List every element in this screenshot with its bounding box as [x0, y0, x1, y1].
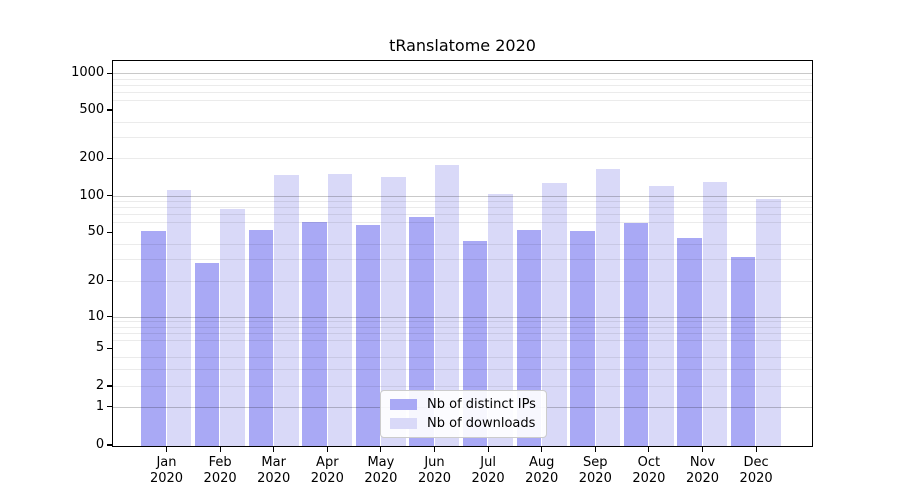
bar-distinct-ips-oct — [623, 223, 649, 446]
bar-distinct-ips-mar — [248, 230, 273, 446]
y-axis-tick-label: 10 — [87, 308, 105, 324]
y-axis-tick — [107, 280, 112, 282]
bar-downloads-dec — [756, 198, 781, 446]
gridline-minor — [113, 385, 812, 387]
gridline-major — [113, 73, 812, 75]
bar-downloads-sep — [595, 168, 621, 446]
legend: Nb of distinct IPs Nb of downloads — [380, 390, 547, 438]
y-axis-tick — [107, 316, 112, 318]
gridline-minor — [113, 280, 812, 282]
x-axis-tick-label: Mar 2020 — [257, 455, 291, 487]
bar-downloads-apr — [327, 173, 353, 446]
gridline-minor — [113, 321, 812, 323]
legend-label-downloads: Nb of downloads — [427, 416, 536, 431]
legend-swatch-distinct-ips-icon — [390, 399, 417, 410]
gridline-minor — [113, 369, 812, 371]
y-axis-tick-label: 500 — [79, 102, 105, 117]
x-axis-tick-label: Dec 2020 — [739, 455, 773, 487]
y-axis-tick-label: 20 — [87, 272, 105, 288]
gridline-minor — [113, 207, 812, 209]
gridline-minor — [113, 214, 812, 216]
y-axis-tick — [107, 109, 112, 111]
gridline-minor — [113, 100, 812, 102]
gridline-minor — [113, 259, 812, 261]
legend-swatch-downloads-icon — [390, 418, 417, 429]
y-axis-tick — [107, 195, 112, 197]
gridline-minor — [113, 91, 812, 93]
x-axis-tick-label: Jul 2020 — [471, 455, 505, 487]
gridline-minor — [113, 332, 812, 334]
bar-downloads-jan — [166, 190, 192, 446]
x-axis-tick-label: May 2020 — [364, 455, 398, 487]
x-axis-tick — [273, 447, 275, 453]
x-axis-tick — [433, 447, 436, 453]
x-axis-tick — [541, 447, 543, 453]
gridline-minor — [113, 339, 812, 341]
gridline-minor — [113, 326, 812, 328]
gridline-minor — [113, 78, 812, 80]
bar-distinct-ips-dec — [730, 257, 756, 446]
bar-downloads-feb — [220, 209, 245, 446]
x-axis-tick — [380, 447, 382, 453]
y-axis-tick-label: 200 — [79, 150, 105, 166]
x-axis-tick-label: Jun 2020 — [417, 455, 452, 487]
bar-distinct-ips-feb — [194, 262, 220, 446]
gridline-minor — [113, 158, 812, 160]
x-axis-tick — [487, 447, 489, 453]
y-axis-tick-label: 1 — [95, 398, 105, 414]
gridline-minor — [113, 243, 812, 245]
x-axis-tick — [701, 447, 704, 453]
bar-distinct-ips-jan — [141, 231, 166, 446]
gridline-minor — [113, 121, 812, 123]
y-axis-tick — [107, 385, 112, 387]
y-axis-tick-label: 1000 — [71, 65, 105, 81]
y-axis-tick-label: 2 — [95, 378, 105, 393]
bar-distinct-ips-nov — [677, 237, 702, 446]
bar-distinct-ips-may — [355, 225, 381, 446]
gridline-minor — [113, 201, 812, 203]
gridline-minor — [113, 357, 812, 359]
x-axis-tick-label: Feb 2020 — [203, 455, 237, 487]
x-axis-tick-label: Aug 2020 — [525, 455, 559, 487]
y-axis-tick-label: 0 — [95, 437, 105, 452]
y-axis-tick-label: 100 — [79, 187, 105, 203]
y-axis-tick-label: 5 — [95, 340, 105, 356]
gridline-minor — [113, 84, 812, 86]
x-axis-tick-label: Jan 2020 — [149, 455, 184, 487]
legend-item-downloads: Nb of downloads — [390, 416, 536, 431]
x-axis-tick — [648, 447, 650, 453]
gridline-major — [113, 195, 812, 197]
y-axis-tick-label: 50 — [87, 224, 105, 240]
x-axis-tick — [326, 447, 328, 453]
x-axis-tick — [219, 447, 221, 453]
x-axis-tick-label: Oct 2020 — [632, 455, 666, 487]
plot-area — [112, 60, 813, 447]
bar-distinct-ips-apr — [302, 221, 327, 446]
y-axis-tick — [107, 72, 112, 74]
x-axis-tick — [755, 447, 757, 453]
plot-inner — [113, 61, 812, 446]
y-axis-tick — [107, 347, 112, 349]
x-axis-tick — [594, 447, 596, 453]
x-axis-tick-label: Sep 2020 — [578, 455, 612, 487]
y-axis-tick — [107, 444, 112, 446]
x-axis-tick — [165, 447, 168, 453]
bar-downloads-nov — [702, 182, 728, 446]
x-axis-tick-label: Nov 2020 — [685, 455, 720, 487]
gridline-major — [113, 316, 812, 318]
y-axis-tick — [107, 406, 112, 408]
legend-label-distinct-ips: Nb of distinct IPs — [427, 397, 536, 412]
y-axis-tick — [107, 231, 112, 233]
y-axis-tick — [107, 157, 112, 159]
legend-item-distinct-ips: Nb of distinct IPs — [390, 397, 536, 412]
bar-distinct-ips-sep — [570, 231, 595, 446]
bar-downloads-mar — [274, 175, 299, 446]
bar-downloads-oct — [649, 185, 674, 446]
x-axis-tick-label: Apr 2020 — [310, 455, 344, 487]
gridline-minor — [113, 136, 812, 138]
gridline-minor — [113, 222, 812, 224]
chart-title: tRanslatome 2020 — [389, 36, 536, 55]
